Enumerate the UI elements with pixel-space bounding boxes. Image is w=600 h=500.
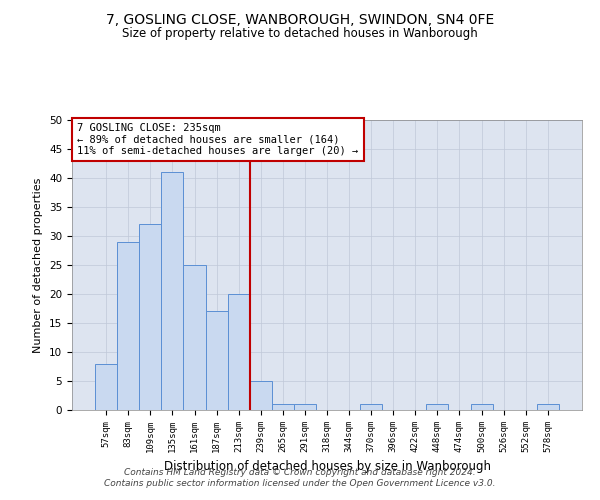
Bar (272, 404, 294, 410)
Bar (294, 404, 316, 410)
Text: Size of property relative to detached houses in Wanborough: Size of property relative to detached ho… (122, 28, 478, 40)
Bar (360, 404, 382, 410)
Text: 7 GOSLING CLOSE: 235sqm
← 89% of detached houses are smaller (164)
11% of semi-d: 7 GOSLING CLOSE: 235sqm ← 89% of detache… (77, 123, 358, 156)
Y-axis label: Number of detached properties: Number of detached properties (34, 178, 43, 352)
Bar (427, 404, 448, 410)
Bar (470, 404, 493, 410)
Bar (95, 364, 117, 410)
Bar (537, 404, 559, 410)
Bar (250, 381, 272, 410)
Bar (206, 312, 227, 410)
X-axis label: Distribution of detached houses by size in Wanborough: Distribution of detached houses by size … (163, 460, 491, 473)
Text: Contains HM Land Registry data © Crown copyright and database right 2024.
Contai: Contains HM Land Registry data © Crown c… (104, 468, 496, 487)
Bar (117, 242, 139, 410)
Bar (227, 294, 250, 410)
Bar (161, 172, 184, 410)
Bar (139, 224, 161, 410)
Bar (184, 265, 206, 410)
Text: 7, GOSLING CLOSE, WANBOROUGH, SWINDON, SN4 0FE: 7, GOSLING CLOSE, WANBOROUGH, SWINDON, S… (106, 12, 494, 26)
